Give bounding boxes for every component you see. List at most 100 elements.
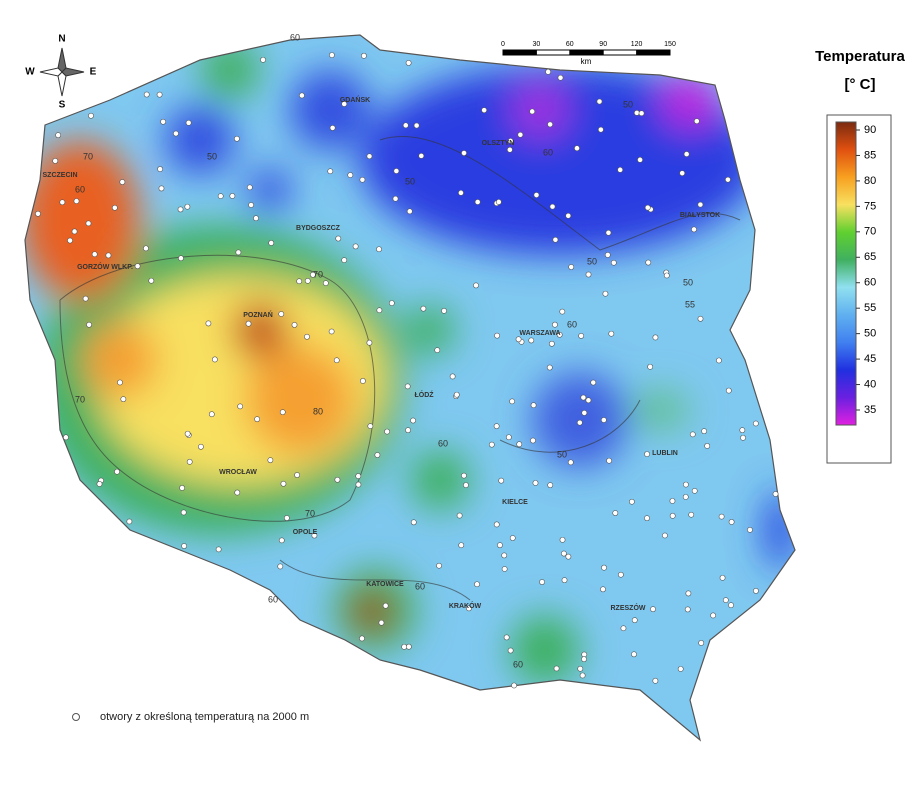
legend-tick-label: 50 — [864, 328, 876, 340]
borehole — [352, 243, 359, 250]
borehole — [617, 571, 624, 578]
borehole — [359, 635, 365, 642]
borehole — [608, 330, 615, 337]
borehole — [393, 168, 400, 174]
legend: Temperatura [° C] 35 40 45 50 55 60 65 70 75 80 85… — [815, 48, 906, 464]
borehole — [405, 60, 412, 66]
borehole — [436, 562, 442, 569]
borehole — [186, 458, 193, 465]
borehole — [143, 245, 149, 252]
borehole — [532, 480, 539, 486]
borehole — [334, 476, 341, 483]
borehole — [254, 416, 261, 423]
borehole — [647, 363, 654, 370]
city-label: SZCZECIN — [43, 172, 78, 179]
borehole — [581, 656, 587, 663]
borehole — [691, 226, 697, 233]
compass-e: E — [90, 67, 97, 78]
borehole — [679, 170, 686, 177]
compass-w: W — [25, 67, 35, 78]
borehole — [685, 590, 692, 597]
borehole — [710, 612, 717, 619]
borehole — [406, 208, 413, 215]
contour-label: 80 — [313, 406, 323, 416]
legend-tick-label: 35 — [864, 404, 876, 416]
borehole — [473, 282, 479, 289]
contour-label: 60 — [513, 659, 523, 669]
legend-tick-label: 60 — [864, 277, 876, 289]
borehole — [208, 411, 215, 418]
borehole — [85, 220, 92, 227]
borehole — [605, 229, 612, 236]
borehole — [359, 176, 366, 183]
legend-unit: [° C] — [845, 76, 876, 93]
borehole — [772, 491, 779, 497]
borehole — [120, 396, 127, 403]
borehole — [410, 417, 416, 424]
borehole — [507, 138, 514, 144]
borehole — [248, 202, 254, 208]
borehole — [267, 457, 274, 464]
borehole — [620, 625, 627, 632]
borehole — [291, 322, 298, 328]
borehole — [497, 542, 503, 549]
borehole — [631, 617, 638, 624]
legend-tick-label: 80 — [864, 175, 876, 187]
borehole — [179, 485, 186, 491]
contour-label: 60 — [543, 147, 553, 157]
borehole — [328, 328, 335, 335]
city-label: RZESZÓW — [611, 603, 646, 612]
borehole — [481, 107, 488, 114]
borehole — [509, 535, 516, 541]
borehole — [693, 118, 700, 125]
borehole — [347, 172, 354, 178]
borehole — [88, 112, 94, 119]
borehole — [277, 563, 284, 570]
borehole — [59, 199, 66, 206]
borehole — [511, 682, 517, 689]
borehole — [177, 206, 184, 213]
borehole — [71, 228, 78, 235]
borehole — [184, 203, 191, 210]
borehole — [585, 397, 592, 404]
borehole — [73, 198, 80, 204]
borehole — [488, 441, 495, 448]
borehole — [689, 431, 696, 438]
compass-rose: N W E S — [25, 34, 96, 111]
borehole — [461, 472, 467, 479]
borehole — [461, 150, 467, 156]
borehole — [568, 264, 575, 270]
borehole — [184, 430, 191, 437]
borehole — [418, 152, 425, 159]
legend-tick-label: 70 — [864, 226, 876, 238]
borehole — [547, 482, 554, 489]
borehole — [114, 468, 120, 475]
city-label: WROCŁAW — [219, 469, 257, 476]
borehole — [501, 566, 508, 572]
borehole — [585, 271, 592, 278]
borehole — [388, 300, 395, 307]
borehole — [143, 91, 150, 98]
footer-symbol — [72, 713, 80, 721]
borehole — [505, 434, 512, 441]
borehole — [612, 510, 619, 516]
city-label: KRAKÓW — [449, 601, 482, 610]
borehole — [604, 252, 611, 258]
borehole — [493, 423, 500, 430]
borehole — [278, 537, 285, 544]
borehole — [111, 204, 118, 211]
borehole — [280, 480, 287, 487]
borehole — [652, 334, 659, 341]
borehole — [684, 606, 691, 613]
scale-tick-label: 0 — [501, 41, 505, 48]
borehole — [576, 419, 583, 426]
borehole — [134, 263, 141, 270]
borehole — [638, 110, 645, 117]
contour-label: 60 — [268, 594, 278, 604]
borehole — [506, 146, 513, 153]
footer-legend: otwory z określoną temperaturą na 2000 m — [100, 711, 309, 723]
borehole — [498, 477, 505, 484]
borehole — [158, 185, 165, 192]
borehole — [299, 92, 305, 99]
borehole — [173, 130, 179, 137]
